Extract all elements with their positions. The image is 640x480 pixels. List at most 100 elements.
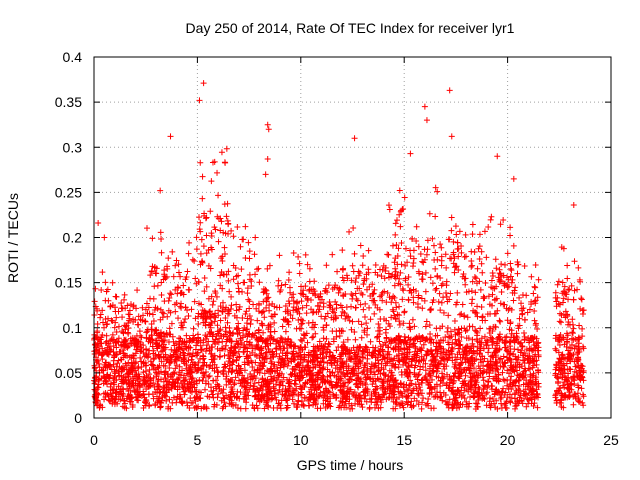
data-point [206, 372, 213, 379]
data-point [198, 258, 205, 265]
data-point [286, 300, 293, 307]
data-point [199, 307, 206, 314]
data-point [153, 341, 160, 348]
data-point [360, 281, 367, 288]
data-point [276, 252, 283, 259]
data-point [200, 362, 207, 369]
data-point [427, 330, 434, 337]
data-point [243, 355, 250, 362]
data-point [218, 397, 225, 404]
data-point [256, 369, 263, 376]
data-point [101, 374, 108, 381]
data-point [531, 283, 538, 290]
data-point [532, 261, 539, 268]
data-point [287, 289, 294, 296]
data-point [143, 334, 150, 341]
data-point [296, 270, 303, 277]
data-point [154, 342, 161, 349]
data-point [219, 338, 226, 345]
data-point [196, 97, 203, 104]
data-point [185, 312, 192, 319]
data-point [133, 332, 140, 339]
y-tick-label: 0.05 [55, 365, 82, 381]
data-point [498, 288, 505, 295]
data-point [325, 379, 332, 386]
data-point [207, 350, 214, 357]
data-point [324, 310, 331, 317]
data-point [130, 377, 137, 384]
data-point [119, 365, 126, 372]
data-point [111, 324, 118, 331]
data-point [207, 308, 214, 315]
data-point [196, 395, 203, 402]
data-point [355, 318, 362, 325]
data-point [320, 394, 327, 401]
data-point [521, 329, 528, 336]
data-point [226, 324, 233, 331]
data-point [195, 313, 202, 320]
data-point [319, 366, 326, 373]
data-point [390, 308, 397, 315]
data-point [425, 396, 432, 403]
data-point [202, 215, 209, 222]
data-point [111, 304, 118, 311]
data-point [197, 389, 204, 396]
data-point [227, 330, 234, 337]
data-point [317, 358, 324, 365]
data-point [212, 340, 219, 347]
data-point [282, 391, 289, 398]
data-point [207, 324, 214, 331]
data-point [459, 301, 466, 308]
data-point [161, 333, 168, 340]
data-point [432, 265, 439, 272]
data-point [159, 314, 166, 321]
data-point [233, 367, 240, 374]
data-point [182, 343, 189, 350]
data-point [352, 336, 359, 343]
data-point [281, 392, 288, 399]
data-point [308, 386, 315, 393]
data-point [290, 400, 297, 407]
data-point [446, 87, 453, 94]
data-point [532, 284, 539, 291]
data-point [225, 268, 232, 275]
data-point [161, 298, 168, 305]
data-point [149, 391, 156, 398]
data-point [405, 274, 412, 281]
data-point [180, 282, 187, 289]
data-point [154, 305, 161, 312]
data-point [487, 216, 494, 223]
data-point [193, 234, 200, 241]
data-point [152, 366, 159, 373]
data-point [329, 369, 336, 376]
data-point [201, 319, 208, 326]
data-point [205, 381, 212, 388]
x-tick-label: 15 [396, 432, 412, 448]
data-point [468, 300, 475, 307]
data-point [120, 366, 127, 373]
data-point [192, 275, 199, 282]
data-point [276, 386, 283, 393]
data-point [386, 206, 393, 213]
data-point [113, 329, 120, 336]
data-point [149, 263, 156, 270]
data-point [129, 363, 136, 370]
data-point [333, 347, 340, 354]
data-point [494, 153, 501, 160]
data-point [468, 248, 475, 255]
data-point [267, 323, 274, 330]
data-point [115, 323, 122, 330]
data-point [133, 371, 140, 378]
data-point [318, 296, 325, 303]
data-point [130, 383, 137, 390]
data-point [207, 314, 214, 321]
data-point [252, 345, 259, 352]
data-point [171, 342, 178, 349]
data-point [242, 393, 249, 400]
data-point [442, 290, 449, 297]
data-point [530, 290, 537, 297]
data-point [134, 365, 141, 372]
data-point [150, 317, 157, 324]
data-point [497, 318, 504, 325]
